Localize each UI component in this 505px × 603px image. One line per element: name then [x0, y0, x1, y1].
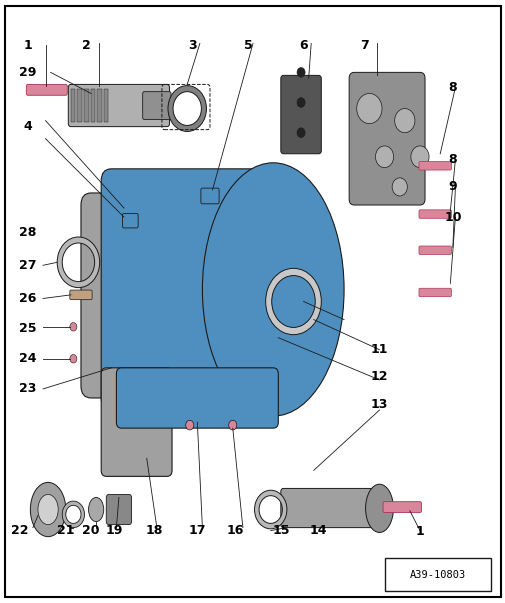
FancyBboxPatch shape: [26, 84, 67, 95]
Text: 17: 17: [188, 524, 206, 537]
FancyBboxPatch shape: [384, 558, 490, 591]
Circle shape: [70, 355, 77, 363]
FancyBboxPatch shape: [348, 72, 424, 205]
Text: 13: 13: [370, 397, 387, 411]
Ellipse shape: [38, 494, 58, 525]
FancyBboxPatch shape: [418, 210, 450, 218]
Text: 14: 14: [310, 524, 327, 537]
Text: 1: 1: [415, 525, 424, 538]
Text: 4: 4: [23, 120, 32, 133]
Bar: [77, 89, 82, 122]
Text: 2: 2: [81, 39, 90, 52]
Text: 21: 21: [57, 524, 74, 537]
FancyBboxPatch shape: [418, 162, 450, 170]
Text: 8: 8: [447, 81, 457, 94]
FancyBboxPatch shape: [101, 169, 283, 410]
Text: 5: 5: [243, 39, 252, 52]
Bar: [84, 89, 88, 122]
Text: 8: 8: [447, 153, 457, 166]
Text: 18: 18: [145, 524, 163, 537]
Text: 29: 29: [19, 66, 36, 79]
Circle shape: [410, 146, 428, 168]
Circle shape: [394, 109, 414, 133]
FancyBboxPatch shape: [101, 368, 172, 476]
Text: 19: 19: [105, 524, 122, 537]
Circle shape: [185, 420, 193, 430]
Ellipse shape: [365, 484, 393, 532]
Text: 7: 7: [359, 39, 368, 52]
Bar: [71, 89, 75, 122]
FancyBboxPatch shape: [280, 488, 376, 528]
Text: 10: 10: [443, 210, 461, 224]
Text: 16: 16: [226, 524, 243, 537]
Text: 15: 15: [272, 524, 289, 537]
Text: 20: 20: [82, 524, 99, 537]
Bar: [90, 89, 95, 122]
Text: 25: 25: [19, 322, 36, 335]
Circle shape: [228, 420, 236, 430]
Ellipse shape: [30, 482, 66, 537]
FancyBboxPatch shape: [122, 213, 138, 228]
Circle shape: [375, 146, 393, 168]
FancyBboxPatch shape: [68, 84, 169, 127]
FancyBboxPatch shape: [280, 75, 321, 154]
FancyBboxPatch shape: [418, 288, 450, 297]
Bar: [97, 89, 102, 122]
Text: 1: 1: [23, 39, 32, 52]
FancyBboxPatch shape: [200, 188, 219, 204]
Text: 9: 9: [447, 180, 457, 194]
Text: 22: 22: [12, 524, 29, 537]
FancyBboxPatch shape: [106, 494, 131, 525]
Text: 24: 24: [19, 352, 36, 365]
Text: 27: 27: [19, 259, 36, 272]
Circle shape: [391, 178, 407, 196]
Circle shape: [296, 98, 305, 107]
FancyBboxPatch shape: [70, 290, 92, 300]
Ellipse shape: [202, 163, 343, 416]
FancyBboxPatch shape: [418, 246, 450, 254]
Bar: [104, 89, 108, 122]
Circle shape: [296, 68, 305, 77]
Circle shape: [356, 93, 381, 124]
Text: 26: 26: [19, 292, 36, 305]
FancyBboxPatch shape: [116, 368, 278, 428]
Text: 23: 23: [19, 382, 36, 396]
Circle shape: [296, 128, 305, 137]
Text: 3: 3: [187, 39, 196, 52]
FancyBboxPatch shape: [142, 92, 171, 119]
Text: A39-10803: A39-10803: [409, 570, 465, 579]
FancyBboxPatch shape: [382, 502, 421, 513]
Text: 12: 12: [370, 370, 387, 384]
Circle shape: [70, 323, 77, 331]
FancyBboxPatch shape: [81, 193, 192, 398]
Ellipse shape: [88, 497, 104, 522]
Text: 11: 11: [370, 343, 387, 356]
Text: 28: 28: [19, 226, 36, 239]
Text: 6: 6: [298, 39, 308, 52]
